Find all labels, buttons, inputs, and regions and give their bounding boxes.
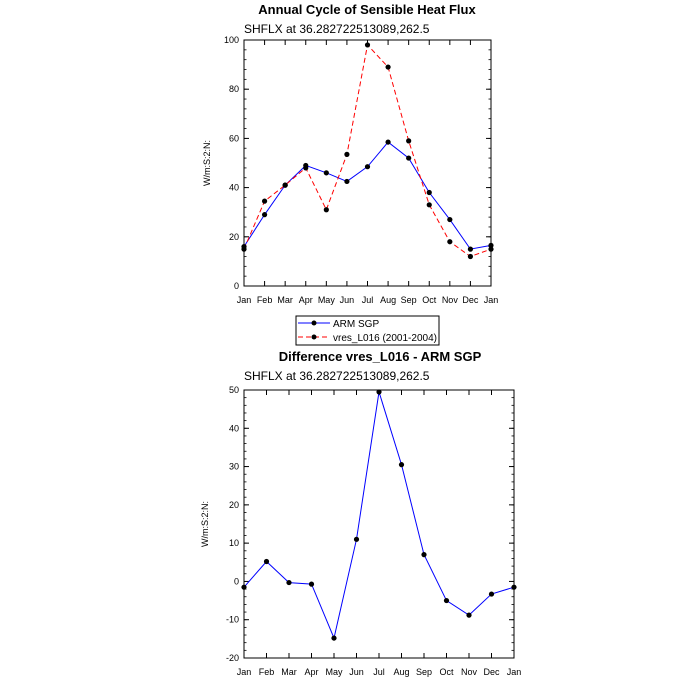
x-tick-label: May xyxy=(325,667,343,677)
data-point xyxy=(353,536,360,542)
x-tick-label: Nov xyxy=(461,667,478,677)
y-tick-label: 0 xyxy=(234,576,239,586)
y-tick-label: 20 xyxy=(229,232,239,242)
series-line-0 xyxy=(243,141,492,250)
x-tick-label: Apr xyxy=(304,667,318,677)
data-point xyxy=(286,579,292,586)
data-point xyxy=(263,558,270,565)
data-point xyxy=(331,635,337,641)
x-tick-label: Dec xyxy=(462,295,479,305)
y-tick-label: 80 xyxy=(229,84,239,94)
data-point xyxy=(466,612,472,618)
data-point xyxy=(406,155,412,161)
x-tick-label: Oct xyxy=(422,295,437,305)
data-point xyxy=(467,253,474,260)
legend-marker-arm-sgp xyxy=(311,320,317,326)
x-tick-label: Jun xyxy=(349,667,364,677)
y-tick-label: -10 xyxy=(226,615,239,625)
x-tick-label: Dec xyxy=(483,667,500,677)
data-point xyxy=(385,64,391,70)
data-point xyxy=(406,138,412,144)
x-tick-label: Apr xyxy=(299,295,313,305)
y-tick-label: 40 xyxy=(229,183,239,193)
legend-label-arm-sgp: ARM SGP xyxy=(333,319,379,330)
data-point xyxy=(376,389,382,395)
x-tick-label: Jul xyxy=(362,295,374,305)
data-point xyxy=(323,170,329,176)
chart-title: Difference vres_L016 - ARM SGP xyxy=(279,349,482,364)
x-tick-label: Sep xyxy=(416,667,432,677)
legend: ARM SGP vres_L016 (2001-2004) xyxy=(295,315,440,346)
data-point xyxy=(488,242,494,249)
x-tick-label: Jan xyxy=(237,295,252,305)
data-point xyxy=(282,182,288,188)
x-tick-label: Jun xyxy=(340,295,355,305)
data-point xyxy=(323,207,329,213)
x-tick-label: Mar xyxy=(281,667,297,677)
x-tick-label: May xyxy=(318,295,336,305)
x-tick-label: Sep xyxy=(401,295,417,305)
legend-label-vres: vres_L016 (2001-2004) xyxy=(333,333,437,344)
y-tick-label: 100 xyxy=(224,35,239,45)
x-tick-label: Mar xyxy=(277,295,293,305)
y-tick-label: 10 xyxy=(229,538,239,548)
data-point xyxy=(421,552,427,558)
y-tick-label: 0 xyxy=(234,281,239,291)
data-point xyxy=(447,239,453,245)
data-point xyxy=(467,246,474,252)
chart-subtitle: SHFLX at 36.282722513089,262.5 xyxy=(244,22,430,36)
data-point xyxy=(303,165,309,171)
series-line-0 xyxy=(243,391,515,640)
plot-frame xyxy=(243,39,492,287)
data-point xyxy=(241,246,247,252)
data-point xyxy=(443,597,450,604)
y-tick-label: 60 xyxy=(229,133,239,143)
data-point xyxy=(261,212,268,218)
y-tick-label: 40 xyxy=(229,423,239,433)
x-tick-label: Jan xyxy=(507,667,522,677)
chart-title: Annual Cycle of Sensible Heat Flux xyxy=(258,2,476,17)
data-point xyxy=(426,189,432,196)
data-point xyxy=(308,581,315,587)
annual-cycle-chart: Annual Cycle of Sensible Heat Flux SHFLX… xyxy=(202,2,499,346)
difference-chart: Difference vres_L016 - ARM SGP SHFLX at … xyxy=(200,349,521,677)
data-point xyxy=(488,246,494,252)
x-tick-label: Aug xyxy=(393,667,409,677)
x-tick-label: Jan xyxy=(237,667,252,677)
plot-frame xyxy=(243,389,515,659)
data-point xyxy=(385,139,391,145)
legend-marker-vres xyxy=(311,334,317,340)
data-point xyxy=(241,584,247,590)
data-point xyxy=(364,164,371,170)
data-point xyxy=(398,462,405,468)
data-point xyxy=(447,216,453,223)
data-point xyxy=(488,591,495,597)
data-point xyxy=(426,202,432,208)
y-tick-label: -20 xyxy=(226,653,239,663)
data-point xyxy=(344,178,350,185)
data-point xyxy=(261,198,268,204)
data-point xyxy=(344,151,350,157)
x-tick-label: Feb xyxy=(257,295,273,305)
y-tick-label: 50 xyxy=(229,385,239,395)
x-tick-label: Jan xyxy=(484,295,499,305)
legend-box xyxy=(295,315,440,346)
y-axis-label: W/m:S:2:N: xyxy=(202,140,212,186)
y-axis-label: W/m:S:2:N: xyxy=(200,501,210,547)
x-tick-label: Nov xyxy=(442,295,459,305)
y-tick-label: 30 xyxy=(229,462,239,472)
x-tick-label: Aug xyxy=(380,295,396,305)
y-tick-label: 20 xyxy=(229,500,239,510)
x-tick-label: Oct xyxy=(439,667,454,677)
x-tick-label: Feb xyxy=(259,667,275,677)
data-point xyxy=(511,584,517,590)
chart-subtitle: SHFLX at 36.282722513089,262.5 xyxy=(244,369,430,383)
data-point xyxy=(364,42,371,48)
x-tick-label: Jul xyxy=(373,667,385,677)
